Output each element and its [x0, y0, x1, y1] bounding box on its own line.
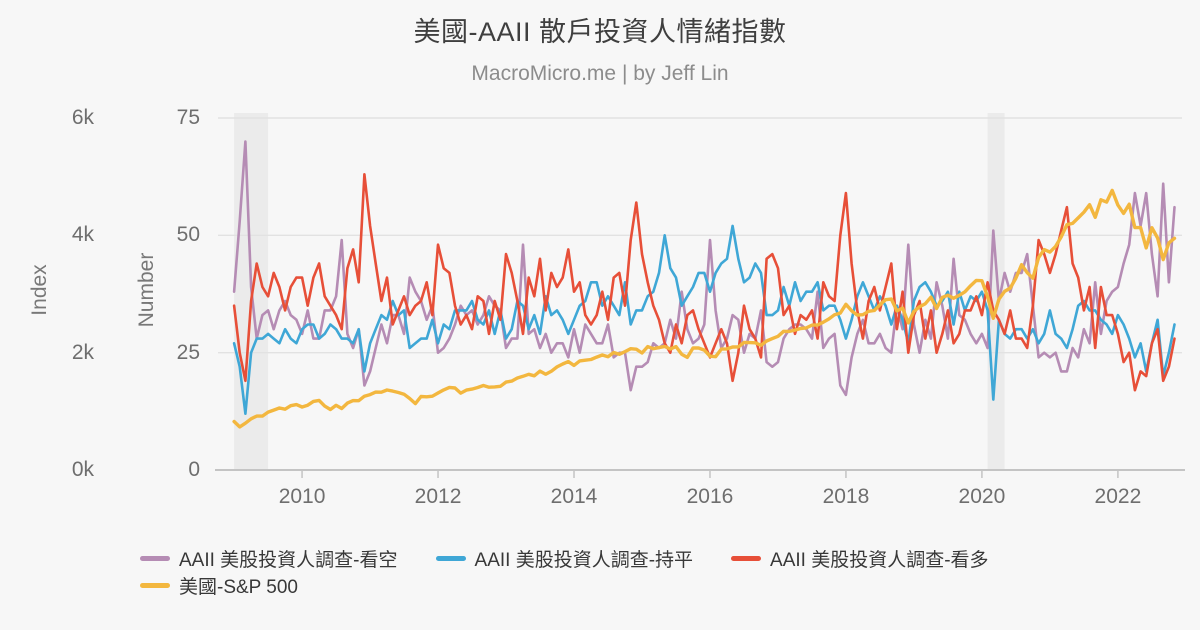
series-line-bull[interactable] — [232, 173, 1176, 392]
x-tick-label: 2022 — [1094, 485, 1142, 508]
y-tick-label-number: 0 — [188, 458, 200, 481]
x-tick-label: 2010 — [278, 485, 326, 508]
legend-label-neutral: AAII 美股投資人調查-持平 — [474, 550, 694, 571]
legend-item-sp500[interactable]: 美國-S&P 500 — [140, 572, 298, 599]
legend-swatch-sp500 — [140, 583, 170, 588]
y-tick-label-index: 2k — [71, 340, 94, 364]
chart-title: 美國-AAII 散戶投資人情緒指數 — [413, 17, 787, 47]
plot-area[interactable] — [0, 0, 1200, 540]
legend-label-bull: AAII 美股投資人調查-看多 — [770, 550, 989, 571]
y-tick-label-index: 4k — [71, 223, 94, 247]
x-tick-label: 2012 — [414, 485, 462, 508]
x-tick-label: 2014 — [550, 485, 598, 508]
legend-swatch-bull — [731, 556, 762, 561]
series-line-sp500[interactable] — [232, 188, 1177, 429]
y-tick-label-number: 50 — [176, 223, 200, 247]
legend-item-neutral[interactable]: AAII 美股投資人調查-持平 — [435, 545, 694, 572]
x-tick-label: 2020 — [958, 485, 1006, 508]
y-tick-label-index: 6k — [71, 106, 94, 129]
y-tick-label-number: 75 — [176, 106, 200, 129]
legend-swatch-neutral — [435, 556, 466, 561]
chart-subtitle: MacroMicro.me | by Jeff Lin — [471, 62, 729, 85]
x-tick-label: 2018 — [822, 485, 870, 508]
legend: AAII 美股投資人調查-看空 AAII 美股投資人調查-持平 AAII 美股投資人… — [140, 545, 1100, 599]
y-tick-label-number: 25 — [176, 340, 200, 364]
legend-item-bull[interactable]: AAII 美股投資人調查-看多 — [731, 545, 989, 572]
x-tick-label: 2016 — [686, 485, 734, 508]
legend-label-sp500: 美國-S&P 500 — [179, 577, 298, 598]
legend-swatch-bear — [140, 556, 170, 561]
y-tick-label-index: 0k — [71, 458, 94, 481]
legend-item-bear[interactable]: AAII 美股投資人調查-看空 — [140, 545, 398, 572]
legend-label-bear: AAII 美股投資人調查-看空 — [179, 550, 398, 571]
